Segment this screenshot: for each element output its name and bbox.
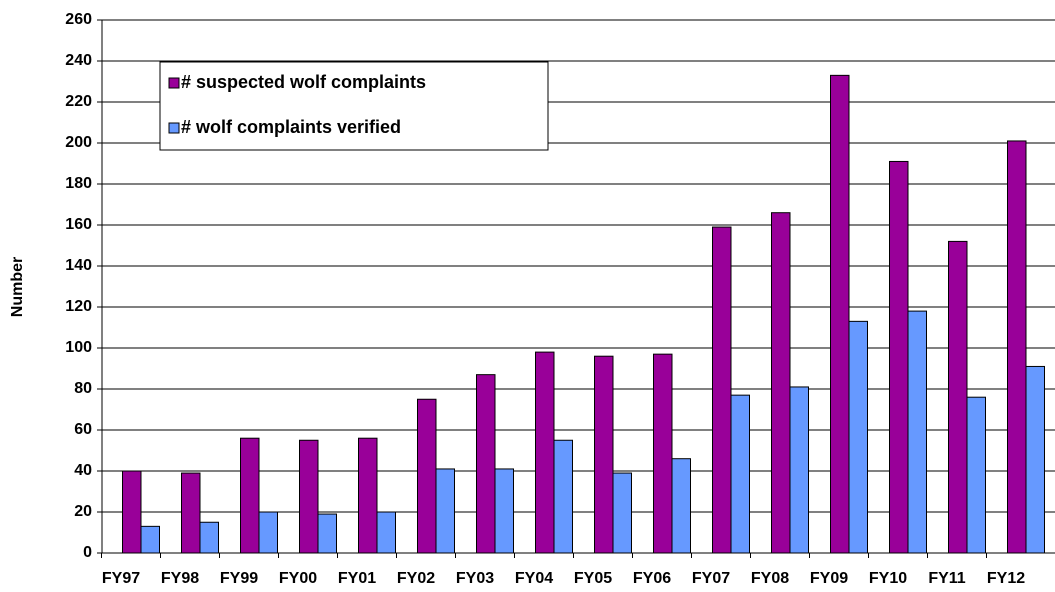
y-tick-label: 240 <box>65 52 92 69</box>
legend-label: # wolf complaints verified <box>181 117 401 137</box>
x-tick-label: FY97 <box>102 570 140 587</box>
bar <box>317 513 337 554</box>
y-axis-label: Number <box>9 257 26 317</box>
bar <box>358 437 378 554</box>
bar <box>476 374 496 554</box>
bar <box>848 320 868 554</box>
bar <box>1007 140 1027 554</box>
x-tick-label: FY01 <box>338 570 376 587</box>
y-tick-label: 180 <box>65 175 92 192</box>
bar <box>789 386 809 554</box>
legend-box <box>159 61 549 151</box>
bar <box>730 394 750 554</box>
legend-label: # suspected wolf complaints <box>181 72 426 92</box>
bar <box>712 226 732 554</box>
x-tick-label: FY00 <box>279 570 317 587</box>
x-tick-label: FY03 <box>456 570 494 587</box>
x-tick-label: FY09 <box>810 570 848 587</box>
bar <box>535 351 555 554</box>
bar <box>240 437 260 554</box>
x-tick-label: FY12 <box>987 570 1025 587</box>
x-tick-label: FY05 <box>574 570 612 587</box>
bar <box>612 472 632 554</box>
x-tick-label: FY99 <box>220 570 258 587</box>
y-tick-label: 160 <box>65 216 92 233</box>
x-tick-label: FY07 <box>692 570 730 587</box>
bar <box>830 74 850 554</box>
bar <box>435 468 455 554</box>
x-tick-label: FY11 <box>928 570 965 587</box>
legend-swatch <box>168 122 180 134</box>
bar <box>653 353 673 554</box>
y-tick-label: 40 <box>74 462 92 479</box>
y-tick-label: 260 <box>65 11 92 28</box>
bar <box>948 240 968 554</box>
x-tick-label: FY98 <box>161 570 199 587</box>
bar <box>299 439 319 554</box>
bar <box>771 212 791 554</box>
y-tick-label: 80 <box>74 380 92 397</box>
y-tick-label: 140 <box>65 257 92 274</box>
x-tick-label: FY04 <box>515 570 553 587</box>
x-tick-label: FY06 <box>633 570 671 587</box>
bar <box>258 511 278 554</box>
y-tick-label: 60 <box>74 421 92 438</box>
bar <box>594 355 614 554</box>
y-tick-label: 20 <box>74 503 92 520</box>
bar <box>1025 365 1045 554</box>
bar <box>671 458 691 554</box>
x-tick-label: FY10 <box>869 570 907 587</box>
bar <box>907 310 927 554</box>
x-tick-label: FY02 <box>397 570 435 587</box>
bar <box>553 439 573 554</box>
legend-swatch <box>168 77 180 89</box>
bar <box>181 472 201 554</box>
bar <box>376 511 396 554</box>
y-tick-label: 100 <box>65 339 92 356</box>
y-tick-label: 220 <box>65 93 92 110</box>
bar <box>140 525 160 554</box>
y-tick-label: 200 <box>65 134 92 151</box>
y-tick-label: 120 <box>65 298 92 315</box>
bar <box>417 398 437 554</box>
bar <box>889 160 909 554</box>
bar <box>966 396 986 554</box>
bar <box>122 470 142 554</box>
bar <box>494 468 514 554</box>
x-tick-label: FY08 <box>751 570 789 587</box>
bar <box>199 521 219 554</box>
y-tick-label: 0 <box>83 544 92 561</box>
